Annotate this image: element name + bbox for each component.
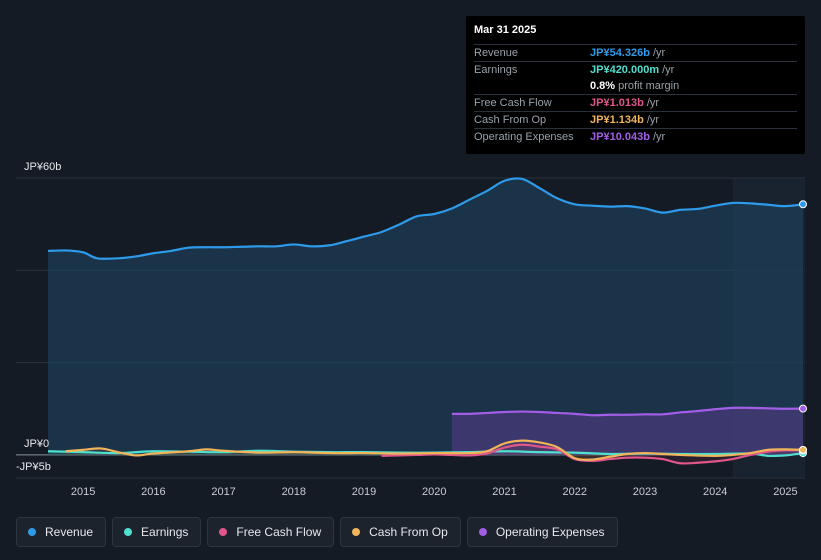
cash-from-op-line <box>65 439 804 461</box>
tooltip-row-value: JP¥420.000m <box>590 64 660 76</box>
legend-dot-icon <box>478 528 487 536</box>
x-tick-label: 2019 <box>352 486 376 498</box>
legend-dot-icon <box>219 528 228 536</box>
tooltip-row-value: 0.8% <box>590 80 616 92</box>
legend-item-earnings[interactable]: Earnings <box>112 517 202 547</box>
tooltip-row-value: JP¥1.134b <box>590 114 644 126</box>
x-tick-label: 2017 <box>211 486 235 498</box>
revenue-endpoint <box>799 200 807 209</box>
legend-item-operating-expenses[interactable]: Operating Expenses <box>466 517 618 547</box>
y-axis-bottom-label: -JP¥5b <box>16 461 51 473</box>
tooltip-row-label: Operating Expenses <box>474 131 574 143</box>
x-tick-label: 2015 <box>71 486 95 498</box>
tooltip-row: Earnings JP¥420.000m/yr <box>474 61 797 78</box>
tooltip-row-unit: /yr <box>652 131 666 143</box>
tooltip-row-value: JP¥10.043b <box>590 131 650 143</box>
x-tick-label: 2023 <box>633 486 657 498</box>
legend-item-revenue[interactable]: Revenue <box>16 517 107 547</box>
tooltip-row: Cash From Op JP¥1.134b/yr <box>474 111 797 128</box>
x-tick-label: 2016 <box>141 486 165 498</box>
legend-label: Operating Expenses <box>495 525 605 539</box>
x-tick-label: 2020 <box>422 486 446 498</box>
tooltip-row: 0.8% profit margin <box>474 78 797 94</box>
legend-item-free-cash-flow[interactable]: Free Cash Flow <box>207 517 335 547</box>
tooltip-date: Mar 31 2025 <box>474 24 537 36</box>
y-axis-zero-label: JP¥0 <box>24 438 49 450</box>
operating-expenses-line <box>451 406 804 417</box>
tooltip-row-label: Earnings <box>474 64 518 76</box>
tooltip-row: Revenue JP¥54.326b/yr <box>474 44 797 61</box>
tooltip-row-unit: /yr <box>646 97 660 109</box>
revenue-line <box>47 177 804 260</box>
tooltip-row-value: JP¥1.013b <box>590 97 644 109</box>
y-axis-top-label: JP¥60b <box>24 161 61 173</box>
legend-item-cash-from-op[interactable]: Cash From Op <box>340 517 461 547</box>
free-cash-flow-area <box>381 444 803 464</box>
legend-label: Free Cash Flow <box>236 525 322 539</box>
tooltip-row: Operating Expenses JP¥10.043b/yr <box>474 128 797 145</box>
x-tick-label: 2022 <box>563 486 587 498</box>
series-areas <box>48 178 804 464</box>
series-endpoints <box>799 200 807 458</box>
free-cash-flow-line <box>381 443 804 465</box>
operating-expenses-endpoint <box>799 404 807 413</box>
chart-legend: Revenue Earnings Free Cash Flow Cash From O… <box>16 517 618 549</box>
tooltip-row-unit: /yr <box>646 114 660 126</box>
legend-label: Revenue <box>45 525 94 539</box>
x-tick-label: 2024 <box>703 486 727 498</box>
legend-dot-icon <box>28 528 36 536</box>
x-axis-ticks: 2015 2016 2017 2018 2019 2020 2021 2022 2023 2024… <box>71 486 798 498</box>
tooltip-row-label: Cash From Op <box>474 114 547 126</box>
data-tooltip: Mar 31 2025 Revenue JP¥54.326b/yr Earnings… <box>466 16 805 154</box>
legend-dot-icon <box>124 528 133 536</box>
tooltip-row-unit: /yr <box>652 47 666 59</box>
legend-dot-icon <box>352 528 361 536</box>
legend-label: Cash From Op <box>369 525 448 539</box>
x-tick-label: 2018 <box>282 486 306 498</box>
tooltip-row-unit: profit margin <box>618 80 680 92</box>
tooltip-row-unit: /yr <box>662 64 675 76</box>
x-tick-label: 2025 <box>773 486 797 498</box>
legend-label: Earnings <box>141 525 189 539</box>
tooltip-row-label <box>474 78 590 94</box>
x-tick-label: 2021 <box>492 486 516 498</box>
series-lines <box>47 177 804 465</box>
tooltip-row: Free Cash Flow JP¥1.013b/yr <box>474 94 797 111</box>
tooltip-row-label: Revenue <box>474 47 519 59</box>
tooltip-row-label: Free Cash Flow <box>474 97 552 109</box>
tooltip-row-value: JP¥54.326b <box>590 47 650 59</box>
cash-from-op-endpoint <box>799 445 807 454</box>
